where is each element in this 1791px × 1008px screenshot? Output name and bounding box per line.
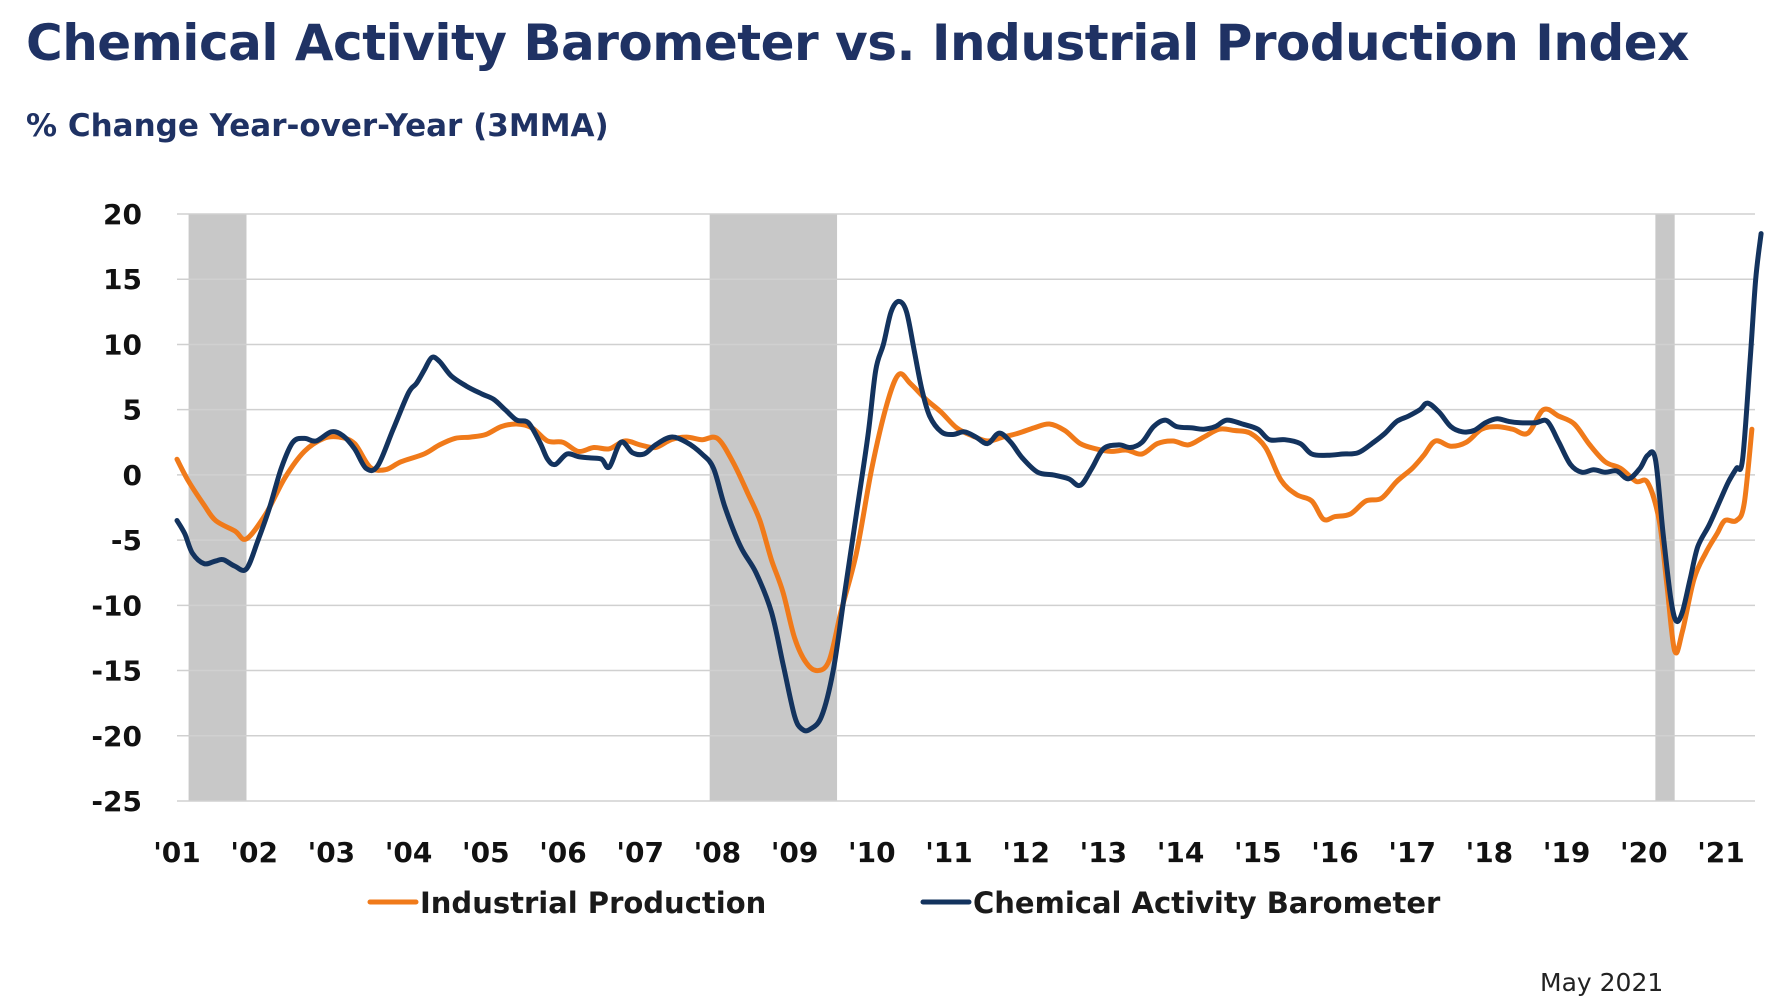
y-tick-label: -20 (91, 720, 142, 753)
gridlines-group (177, 213, 1755, 802)
y-tick-label: 5 (123, 394, 142, 427)
x-tick-label: '20 (1620, 836, 1668, 869)
footer-date: May 2021 (1540, 968, 1664, 997)
x-tick-label: '13 (1080, 836, 1128, 869)
x-tick-label: '06 (539, 836, 587, 869)
series-lines-group (174, 231, 1764, 734)
x-tick-label: '04 (385, 836, 433, 869)
legend-label-chemical-activity-barometer: Chemical Activity Barometer (973, 886, 1441, 920)
x-tick-label: '21 (1697, 836, 1745, 869)
y-axis-tick-labels: 20 15 10 5 0 -5 -10 -15 -20 -25 (91, 198, 142, 818)
y-tick-label: -25 (91, 785, 142, 818)
x-tick-label: '12 (1002, 836, 1050, 869)
recession-band-1 (709, 214, 838, 801)
x-tick-label: '18 (1466, 836, 1514, 869)
x-tick-label: '09 (771, 836, 819, 869)
x-tick-label: '05 (462, 836, 510, 869)
x-tick-label: '02 (230, 836, 278, 869)
y-tick-label: -10 (91, 589, 142, 622)
legend-label-industrial-production: Industrial Production (420, 886, 766, 920)
x-tick-label: '08 (694, 836, 742, 869)
recession-shading-group (188, 214, 1675, 801)
x-tick-label: '17 (1388, 836, 1436, 869)
recession-band-2 (1655, 214, 1675, 801)
y-tick-label: 10 (103, 328, 142, 361)
y-tick-label: 20 (103, 198, 142, 231)
y-tick-label: -15 (91, 655, 142, 688)
y-tick-label: 0 (123, 459, 142, 492)
x-tick-label: '03 (308, 836, 356, 869)
x-tick-label: '14 (1157, 836, 1205, 869)
x-tick-label: '16 (1311, 836, 1359, 869)
x-tick-label: '15 (1234, 836, 1282, 869)
series-line-chemical-activity-barometer (174, 231, 1764, 734)
y-tick-label: -5 (111, 524, 142, 557)
x-tick-label: '01 (153, 836, 201, 869)
chart-subtitle: % Change Year-over-Year (3MMA) (26, 108, 609, 144)
x-axis-tick-labels: '01 '02 '03 '04 '05 '06 '07 '08 '09 '10 '11 '12 '13 '… (153, 836, 1745, 869)
recession-band-0 (188, 214, 247, 801)
x-tick-label: '19 (1543, 836, 1591, 869)
chart-title: Chemical Activity Barometer vs. Industri… (26, 14, 1689, 72)
y-tick-label: 15 (103, 263, 142, 296)
x-tick-label: '11 (925, 836, 973, 869)
x-tick-label: '07 (616, 836, 664, 869)
chart-legend: Industrial Production Chemical Activity … (367, 886, 1441, 920)
series-line-industrial-production (174, 371, 1755, 674)
x-tick-label: '10 (848, 836, 896, 869)
